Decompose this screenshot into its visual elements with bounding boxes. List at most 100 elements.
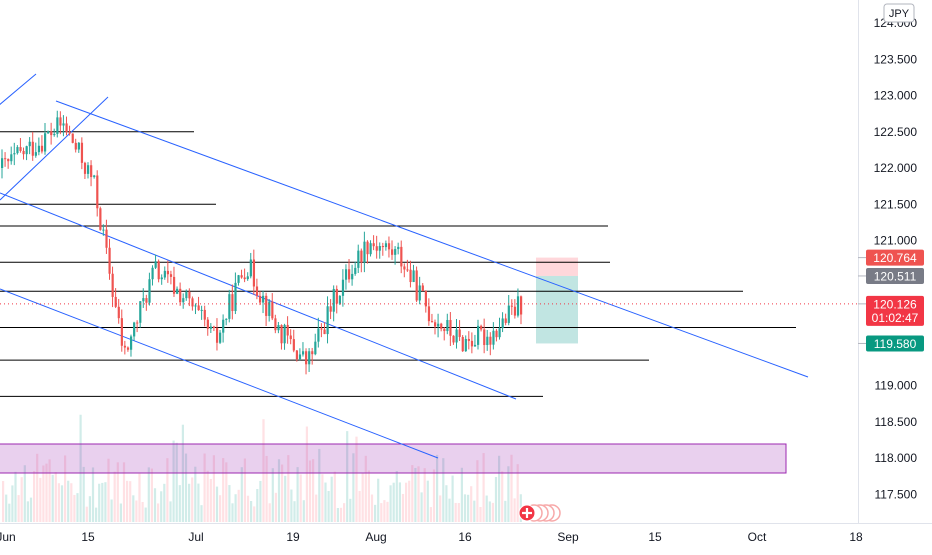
candle-body[interactable] <box>215 328 219 343</box>
candle-body[interactable] <box>397 246 400 250</box>
candle-body[interactable] <box>252 259 256 287</box>
candle-body[interactable] <box>504 318 507 323</box>
candle-body[interactable] <box>182 298 185 303</box>
candle-body[interactable] <box>243 277 246 280</box>
candle-body[interactable] <box>203 309 206 320</box>
candle-body[interactable] <box>129 336 133 350</box>
candle-body[interactable] <box>10 154 13 162</box>
candle-body[interactable] <box>191 298 194 307</box>
candle-body[interactable] <box>80 142 84 163</box>
candle-body[interactable] <box>409 269 412 283</box>
candle-body[interactable] <box>4 158 7 160</box>
candle-body[interactable] <box>71 133 74 143</box>
candle-body[interactable] <box>16 147 19 154</box>
candle-body[interactable] <box>480 325 483 330</box>
candle-body[interactable] <box>271 301 274 319</box>
horizontal-levels[interactable] <box>0 131 796 397</box>
candle-body[interactable] <box>403 266 406 270</box>
candle-body[interactable] <box>105 229 108 248</box>
candle-body[interactable] <box>179 288 182 303</box>
candle-body[interactable] <box>206 319 209 329</box>
candle-body[interactable] <box>295 350 299 360</box>
candle-body[interactable] <box>351 273 354 280</box>
candle-body[interactable] <box>231 294 234 312</box>
candle-body[interactable] <box>222 319 225 333</box>
candle-body[interactable] <box>234 282 237 312</box>
candle-body[interactable] <box>133 322 136 337</box>
candle-body[interactable] <box>289 335 292 340</box>
candle-body[interactable] <box>86 165 90 174</box>
candle-body[interactable] <box>62 123 65 126</box>
candle-body[interactable] <box>461 336 464 352</box>
candle-body[interactable] <box>136 322 139 324</box>
candle-body[interactable] <box>7 158 10 162</box>
candle-body[interactable] <box>151 267 154 280</box>
candle-body[interactable] <box>449 319 452 336</box>
candle-body[interactable] <box>360 250 363 263</box>
candle-body[interactable] <box>464 338 467 352</box>
candle-body[interactable] <box>458 329 461 337</box>
candle-body[interactable] <box>348 269 351 280</box>
candle-body[interactable] <box>308 351 311 365</box>
candle-body[interactable] <box>68 131 71 134</box>
candle-body[interactable] <box>34 152 37 156</box>
candle-body[interactable] <box>126 347 130 350</box>
candle-body[interactable] <box>172 276 176 294</box>
candle-body[interactable] <box>498 328 501 338</box>
candle-body[interactable] <box>357 250 360 268</box>
candle-body[interactable] <box>28 141 31 147</box>
candle-body[interactable] <box>329 306 332 312</box>
candle-body[interactable] <box>145 298 148 303</box>
candle-body[interactable] <box>209 326 213 329</box>
candle-body[interactable] <box>255 286 259 296</box>
candle-body[interactable] <box>139 301 142 323</box>
currency-badge[interactable]: JPY <box>883 3 915 23</box>
candle-body[interactable] <box>93 175 96 178</box>
candle-body[interactable] <box>314 341 317 355</box>
candle-body[interactable] <box>344 269 348 280</box>
candle-body[interactable] <box>394 249 397 255</box>
trend-channel-lines[interactable] <box>0 73 809 459</box>
candle-body[interactable] <box>102 229 105 231</box>
candle-body[interactable] <box>452 335 455 343</box>
candle-body[interactable] <box>90 165 93 178</box>
candle-body[interactable] <box>96 175 99 209</box>
candle-body[interactable] <box>19 147 22 151</box>
candle-body[interactable] <box>400 246 403 267</box>
candle-body[interactable] <box>280 325 283 344</box>
candle-body[interactable] <box>265 295 268 316</box>
candle-body[interactable] <box>338 295 342 304</box>
candle-body[interactable] <box>83 162 87 174</box>
candle-body[interactable] <box>412 270 415 283</box>
candle-body[interactable] <box>283 324 286 344</box>
candle-body[interactable] <box>47 131 50 134</box>
candle-body[interactable] <box>258 295 262 303</box>
candle-body[interactable] <box>237 275 240 283</box>
candle-body[interactable] <box>74 142 77 150</box>
candle-body[interactable] <box>292 339 295 351</box>
candle-body[interactable] <box>434 322 437 327</box>
candle-body[interactable] <box>323 329 326 335</box>
candle-body[interactable] <box>378 246 381 251</box>
candle-body[interactable] <box>142 298 145 302</box>
candle-body[interactable] <box>332 288 335 312</box>
candle-body[interactable] <box>13 153 16 155</box>
candle-body[interactable] <box>77 142 80 150</box>
candle-body[interactable] <box>1 158 4 168</box>
economic-events[interactable] <box>518 504 561 522</box>
candle-body[interactable] <box>384 243 388 248</box>
candle-body[interactable] <box>510 305 513 307</box>
candle-body[interactable] <box>440 323 443 329</box>
candle-body[interactable] <box>298 354 302 360</box>
candle-body[interactable] <box>65 123 68 132</box>
candle-body[interactable] <box>354 267 357 274</box>
candle-body[interactable] <box>516 296 520 316</box>
candle-body[interactable] <box>483 329 486 346</box>
candle-body[interactable] <box>455 329 458 343</box>
candle-body[interactable] <box>148 279 151 303</box>
candle-body[interactable] <box>311 351 314 355</box>
candle-body[interactable] <box>268 301 271 316</box>
trend-line[interactable] <box>55 100 809 378</box>
candle-body[interactable] <box>418 285 421 301</box>
